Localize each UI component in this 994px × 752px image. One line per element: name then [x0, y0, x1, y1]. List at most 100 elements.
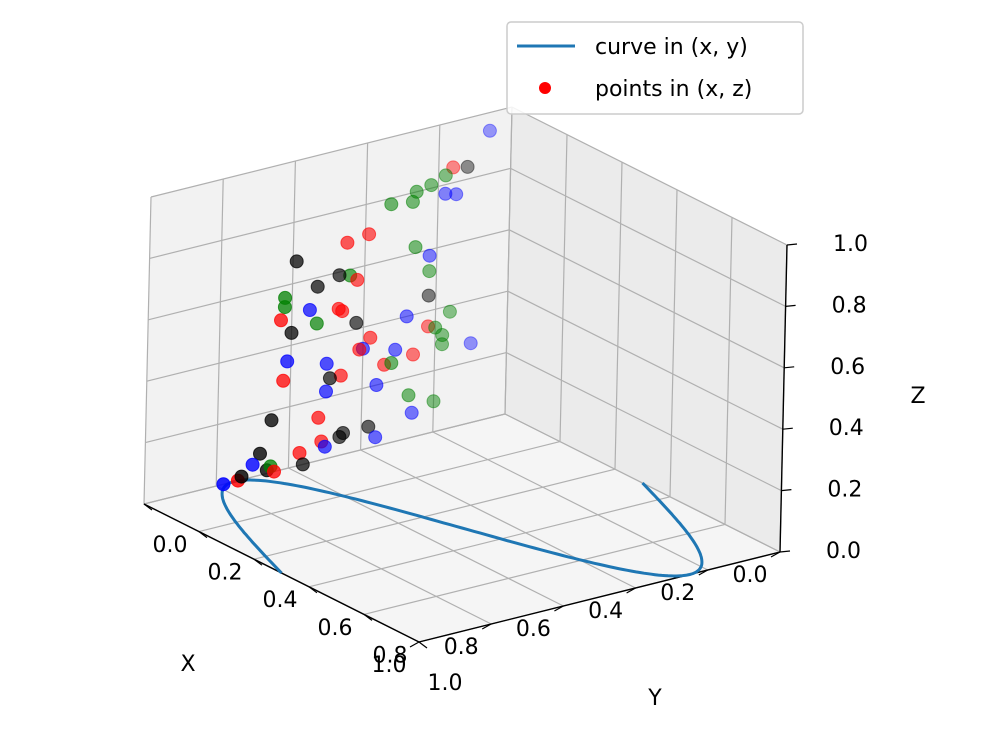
scatter-point [363, 330, 378, 345]
grid-line [432, 124, 441, 433]
scatter-point [368, 430, 383, 445]
z-tick-label: 1.0 [833, 232, 868, 257]
scatter-point [340, 235, 355, 250]
tick-marks [143, 243, 798, 649]
scatter-point [317, 439, 332, 454]
x-axis-line [418, 551, 781, 643]
x-tick [554, 605, 564, 612]
x-axis-label: X [180, 652, 195, 677]
scatter-point [442, 304, 457, 319]
y-tick [418, 641, 428, 649]
scatter-point [463, 336, 478, 351]
scatter-point [406, 347, 420, 362]
legend: curve in (x, y) points in (x, z) [506, 21, 804, 115]
scatter-point [309, 316, 324, 331]
y-tick-label: 0.6 [318, 616, 353, 641]
curve-line [220, 478, 704, 578]
x-tick-label: 0.0 [733, 563, 768, 588]
grid-line [253, 468, 616, 560]
grid-line [148, 229, 510, 321]
x-tick [481, 623, 492, 630]
grid-line [287, 160, 296, 469]
scatter-point [426, 394, 441, 409]
scatter-point [319, 384, 333, 399]
scatter-point [438, 168, 453, 183]
z-axis-line [779, 244, 788, 553]
y-tick-label: 0.0 [153, 533, 188, 558]
scatter-point [311, 410, 326, 425]
x-tick-label: 0.4 [588, 599, 623, 624]
scatter-point [449, 187, 464, 202]
grid-line [363, 523, 726, 615]
grid-line [614, 162, 623, 470]
scatter-point [319, 356, 334, 371]
y-tick [253, 558, 263, 566]
grid-line [288, 467, 564, 607]
legend-label-curve: curve in (x, y) [595, 35, 748, 60]
x-tick [626, 587, 636, 594]
scatter-point [388, 342, 403, 357]
axis-labels: X Y Z [180, 384, 925, 711]
scatter-point [322, 371, 337, 386]
grid-line [215, 178, 224, 487]
scatter-point [369, 378, 384, 392]
scatter-point [405, 194, 420, 209]
scatter-point [361, 419, 376, 434]
grid-line [506, 352, 782, 492]
scatter-point [284, 325, 299, 340]
x-tick-label: 1.0 [372, 653, 407, 678]
scatter-point [289, 254, 304, 269]
z-tick-label: 0.2 [827, 478, 862, 503]
scatter-point [350, 272, 365, 287]
z-tick [784, 366, 795, 369]
scatter-point [422, 264, 437, 279]
x-tick [770, 551, 781, 558]
scatter-point [280, 354, 295, 369]
grid-line [215, 485, 492, 625]
scatter-point [399, 309, 414, 324]
scatter-point [302, 303, 317, 317]
scatter-point [438, 186, 453, 201]
scatter-point [384, 197, 399, 212]
scatter-point [446, 160, 461, 175]
scatter-point [421, 288, 436, 303]
pane-xz [144, 107, 512, 504]
y-tick-label: 1.0 [428, 671, 463, 696]
scatter-point [408, 240, 423, 255]
scatter-point [335, 304, 350, 319]
scatter-point [332, 430, 347, 444]
x-tick-label: 0.8 [444, 635, 479, 660]
grid-line [432, 431, 709, 571]
grid-line [559, 134, 568, 442]
scatter-point [422, 248, 437, 263]
scatter-point [352, 342, 367, 357]
scatter-point [349, 315, 364, 330]
scatter-point [362, 227, 377, 242]
z-tick [781, 489, 792, 492]
grid-line [308, 496, 671, 588]
x-tick-label: 0.2 [660, 581, 695, 606]
z-tick-label: 0.8 [832, 293, 867, 318]
scatter-point [310, 279, 325, 294]
y-tick [143, 503, 153, 511]
z-axis-label: Z [910, 384, 925, 409]
legend-label-points: points in (x, z) [595, 77, 752, 102]
tick-labels: 0.0 0.0 0.0 0.2 0.2 0.2 0.4 0.4 0.4 0.6 0.6 0.6 0.8 0… [153, 232, 869, 696]
scatter-point [435, 337, 449, 352]
z-tick [782, 427, 793, 430]
grid-line [504, 106, 513, 415]
scatter-point [401, 388, 416, 403]
grid-line [508, 229, 785, 369]
y-tick [198, 531, 208, 539]
scatter-point [234, 469, 249, 484]
z-tick [785, 304, 796, 307]
scatter-point [435, 328, 450, 342]
scatter-point [216, 477, 231, 492]
scatter-point [277, 300, 292, 315]
scatter-point [482, 123, 497, 138]
grid-line [198, 441, 561, 533]
grid-line [360, 449, 636, 589]
z-tick-label: 0.0 [826, 539, 861, 564]
pane-yz [505, 107, 787, 552]
scatter-point [295, 457, 310, 472]
